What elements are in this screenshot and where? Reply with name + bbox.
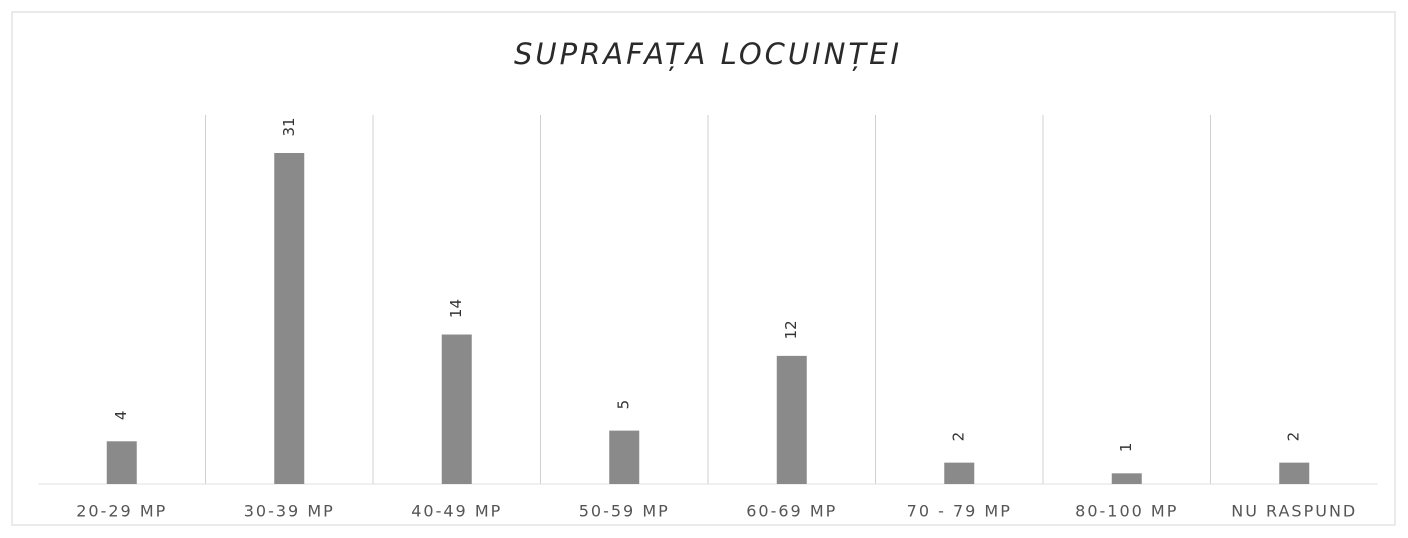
x-tick-label: 60-69 MP <box>746 502 837 521</box>
bar <box>274 153 305 484</box>
bar <box>944 462 975 484</box>
x-tick-label: NU RASPUND <box>1231 502 1357 521</box>
bar <box>609 430 640 484</box>
data-label: 1 <box>1117 443 1135 453</box>
x-tick-label: 20-29 MP <box>76 502 167 521</box>
data-label: 31 <box>280 117 298 136</box>
x-tick-label: 40-49 MP <box>411 502 502 521</box>
x-tick-label: 50-59 MP <box>579 502 670 521</box>
bar <box>441 334 472 484</box>
bar <box>106 441 137 484</box>
data-label: 5 <box>615 400 633 410</box>
x-tick-label: 30-39 MP <box>244 502 335 521</box>
x-tick-label: 80-100 MP <box>1075 502 1178 521</box>
bar <box>776 355 807 484</box>
x-tick-label: 70 - 79 MP <box>907 502 1012 521</box>
data-label: 14 <box>447 299 465 318</box>
bar <box>1279 462 1310 484</box>
chart-title: SUPRAFAȚA LOCUINȚEI <box>514 37 902 71</box>
data-label: 2 <box>1285 432 1303 442</box>
bar <box>1111 473 1142 484</box>
chart-frame <box>11 11 1396 526</box>
data-label: 12 <box>782 320 800 339</box>
data-label: 4 <box>112 411 130 421</box>
data-label: 2 <box>950 432 968 442</box>
